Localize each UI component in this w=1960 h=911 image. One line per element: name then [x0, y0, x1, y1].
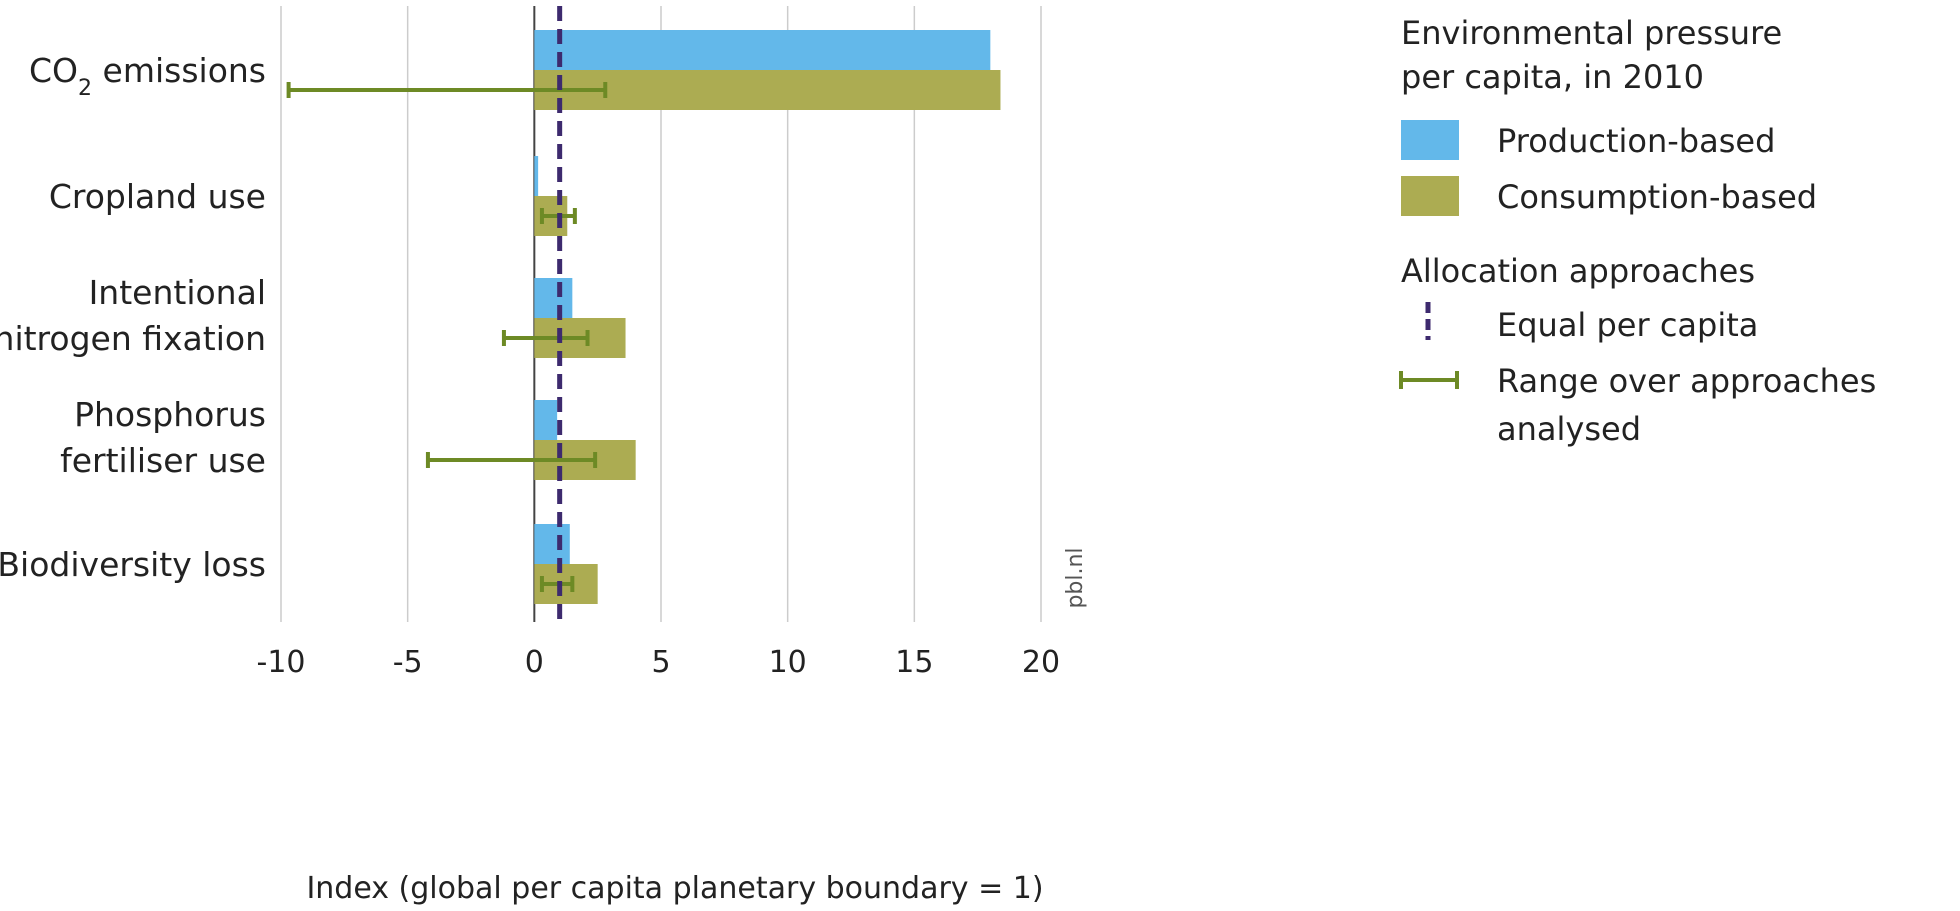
x-tick-label: 5	[651, 645, 670, 680]
legend-range-icon	[1399, 371, 1459, 389]
bars	[534, 30, 1001, 604]
category-label: Biodiversity loss	[0, 545, 266, 584]
legend-swatch-production	[1401, 120, 1459, 160]
category-label: Phosphorus	[74, 395, 266, 434]
legend-label-production: Production-based	[1497, 122, 1775, 160]
production-bar	[534, 30, 991, 70]
legend-label-range-line-2: analysed	[1497, 410, 1641, 448]
legend-section-title: Allocation approaches	[1401, 252, 1755, 290]
x-tick-labels: -10 -5 0 5 10 15 20	[257, 645, 1061, 680]
category-label: Cropland use	[49, 177, 266, 216]
x-axis-title: Index (global per capita planetary bound…	[306, 871, 1043, 906]
x-tick-label: 15	[895, 645, 933, 680]
source-label: pbl.nl	[1063, 547, 1088, 608]
range-bar	[539, 576, 575, 592]
category-label: CO2 emissions	[29, 51, 266, 101]
legend-swatch-consumption	[1401, 176, 1459, 216]
x-tick-label: 20	[1022, 645, 1060, 680]
category-label: fertiliser use	[60, 441, 266, 480]
consumption-bar	[534, 70, 1001, 110]
legend: Environmental pressure per capita, in 20…	[1399, 14, 1876, 448]
category-label: nitrogen fixation	[0, 319, 266, 358]
production-bar	[534, 524, 570, 564]
range-bar	[425, 452, 598, 468]
category-label: Intentional	[89, 273, 266, 312]
range-error-bars	[286, 82, 608, 592]
category-labels: CO2 emissions Cropland use Intentional nitr…	[0, 51, 266, 584]
production-bar	[534, 278, 573, 318]
legend-label-range-line-1: Range over approaches	[1497, 362, 1876, 400]
legend-label-reference: Equal per capita	[1497, 306, 1758, 344]
x-tick-label: 10	[769, 645, 807, 680]
range-bar	[501, 330, 590, 346]
legend-label-consumption: Consumption-based	[1497, 178, 1817, 216]
x-tick-label: 0	[525, 645, 544, 680]
range-bar	[286, 82, 608, 98]
production-bar	[534, 400, 558, 440]
x-tick-label: -10	[257, 645, 306, 680]
legend-title-line-1: Environmental pressure	[1401, 14, 1782, 52]
production-bar	[534, 156, 539, 196]
legend-title-line-2: per capita, in 2010	[1401, 58, 1704, 96]
x-tick-label: -5	[393, 645, 423, 680]
